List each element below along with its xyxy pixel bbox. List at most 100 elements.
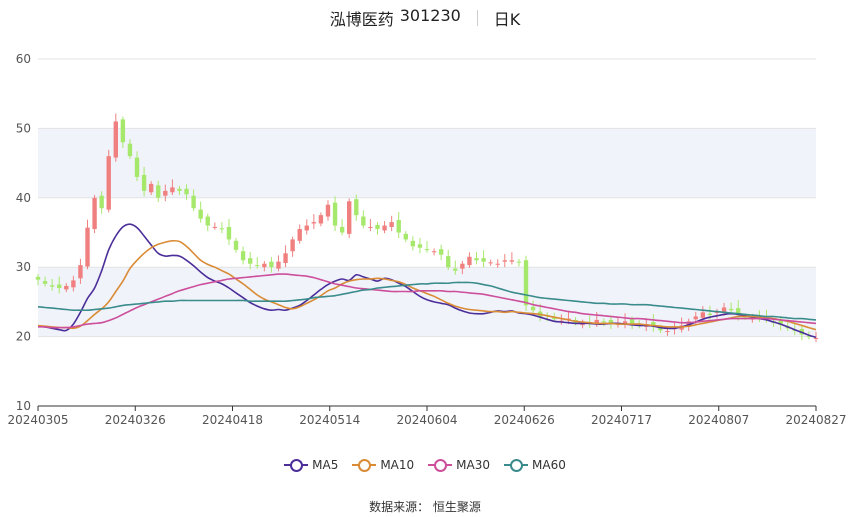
candle-body [736,308,741,316]
y-tick-label: 40 [16,191,31,205]
candle-body [700,312,706,318]
candle-body [431,251,437,253]
candle-body [622,321,628,325]
x-tick-label: 20240514 [299,413,360,427]
candle-body [530,306,536,311]
candle-body [403,233,408,240]
candle-body [509,260,515,262]
candle-body [424,249,430,251]
legend-item-ma10[interactable]: MA10 [352,458,414,472]
candle-body [325,204,331,217]
ma10-line [37,239,817,331]
candle-body [481,258,486,262]
candle-body [219,228,225,230]
x-tick-label: 20240305 [7,413,68,427]
candle-body [721,307,727,314]
candle-body [665,331,670,333]
candle-body [651,322,656,327]
candle-body [438,249,444,255]
stock-name: 泓博医药 [329,10,394,29]
candle-body [233,240,239,250]
candle-body [580,324,585,326]
candle-body [106,156,111,210]
legend-label: MA5 [312,458,339,472]
candle-body [92,197,97,230]
candle-body [339,226,345,233]
candle-body [417,244,423,248]
candle-body [120,119,126,143]
candle-body [629,319,635,324]
ma60-line [37,281,817,321]
candle-body [389,222,394,227]
candle-body [57,284,62,289]
candle-body [453,268,458,271]
candle-body [566,318,571,320]
x-tick-label: 20240626 [494,413,555,427]
legend-item-ma30[interactable]: MA30 [428,458,490,472]
candle-body [78,265,83,279]
candle-body [297,229,302,241]
candle-body [396,220,401,233]
legend-label: MA60 [532,458,566,472]
candle-body [163,190,168,196]
candle-body [35,276,41,280]
period-label: 日K [493,10,521,29]
chart-title: 泓博医药 301230 日K [0,6,850,30]
candle-body [283,253,288,264]
title-divider [476,10,478,26]
candle-body [304,225,309,231]
candle-body [184,188,189,195]
y-tick-label: 60 [16,52,31,66]
candle-body [354,199,359,216]
candle-body [113,121,118,158]
candle-body [198,209,203,219]
candle-body [240,251,246,261]
candle-body [594,319,599,325]
candle-body [64,285,69,290]
candle-body [170,187,175,193]
candle-body [778,320,783,325]
legend-label: MA10 [380,458,415,472]
candle-body [49,285,55,287]
candle-body [523,260,529,306]
candle-body [255,265,260,267]
y-tick-label: 50 [16,121,31,135]
candle-body [707,313,713,316]
candle-body [262,263,267,268]
candle-body [502,260,507,262]
candle-body [212,226,218,228]
candle-body [71,280,76,288]
data-source: 数据来源： 恒生聚源 [369,500,481,514]
candle-body [361,216,366,226]
candle-body [148,183,154,193]
candle-body [318,215,324,224]
y-tick-label: 20 [16,330,31,344]
candle-body [290,239,295,252]
x-tick-label: 20240827 [785,413,846,427]
y-tick-label: 10 [16,399,31,413]
candle-body [516,261,522,263]
legend-label: MA30 [456,458,491,472]
candle-body [177,188,182,191]
candle-body [347,201,352,234]
candle-body [693,316,698,320]
candle-body [134,157,140,177]
legend-item-ma5[interactable]: MA5 [284,458,338,472]
legend-symbol [352,459,377,472]
candle-body [375,224,380,230]
x-tick-label: 20240326 [105,413,166,427]
candle-body [495,263,500,265]
candle-body [156,185,161,198]
legend-symbol [428,459,453,472]
legend-symbol [504,459,529,472]
legend-item-ma60[interactable]: MA60 [504,458,566,472]
candle-body [99,195,104,209]
candle-body [552,317,557,320]
candle-body [269,261,274,268]
candle-body [608,319,614,324]
candle-body [247,258,253,264]
candle-body [368,226,373,228]
candle-body [474,258,479,261]
candle-body [658,327,663,331]
